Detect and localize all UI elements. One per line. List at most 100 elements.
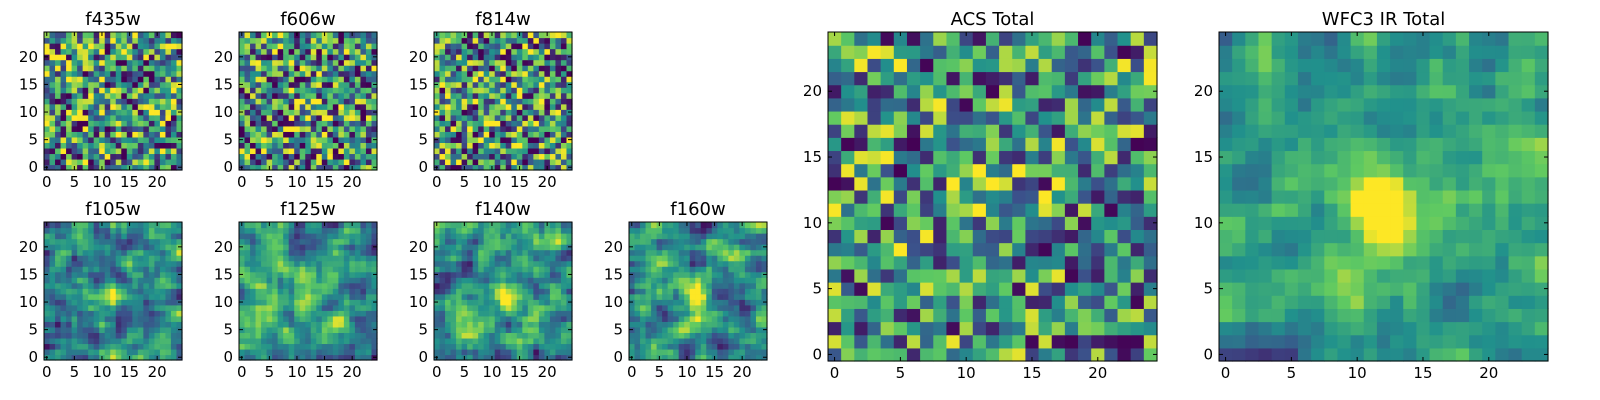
heatmap-cell xyxy=(544,109,551,116)
heatmap-cell xyxy=(159,43,167,50)
heatmap-cell xyxy=(261,343,268,350)
heatmap-cell xyxy=(538,109,545,116)
heatmap-cell xyxy=(239,65,246,72)
heatmap-cell xyxy=(505,222,512,229)
heatmap-cell xyxy=(55,81,62,88)
heatmap-cell xyxy=(700,343,707,350)
heatmap-cell xyxy=(494,244,501,251)
heatmap-cell xyxy=(489,343,496,350)
heatmap-cell xyxy=(338,114,345,121)
heatmap-cell xyxy=(93,120,100,127)
heatmap-cell xyxy=(645,260,652,267)
heatmap-cell xyxy=(283,343,290,350)
heatmap-cell xyxy=(893,334,908,349)
heatmap-cell xyxy=(99,125,106,132)
heatmap-cell xyxy=(60,147,67,155)
heatmap-cell xyxy=(933,268,948,283)
heatmap-cell xyxy=(544,81,551,88)
x-tick-label: 5 xyxy=(460,363,470,381)
heatmap-cell xyxy=(920,295,934,309)
heatmap-cell xyxy=(354,282,362,289)
heatmap-cell xyxy=(288,65,295,72)
heatmap-cell xyxy=(272,142,279,149)
heatmap-cell xyxy=(132,153,139,160)
heatmap-cell xyxy=(349,59,356,66)
heatmap-cell xyxy=(1143,163,1158,178)
heatmap-cell xyxy=(1143,347,1158,362)
heatmap-cell xyxy=(255,114,262,121)
heatmap-cell xyxy=(115,103,122,110)
heatmap-cell xyxy=(1117,176,1132,191)
heatmap-cell xyxy=(555,304,562,311)
heatmap-cell xyxy=(255,37,262,44)
heatmap-cell xyxy=(439,131,446,138)
heatmap-cell xyxy=(972,216,987,230)
x-tick-label: 5 xyxy=(265,173,275,191)
heatmap-cell xyxy=(255,59,262,66)
heatmap-cell xyxy=(88,266,95,273)
heatmap-cell xyxy=(154,299,161,306)
heatmap-cell xyxy=(755,315,763,322)
heatmap-cell xyxy=(343,321,350,328)
heatmap-cell xyxy=(439,332,446,339)
heatmap-cell xyxy=(294,65,301,72)
heatmap-cell xyxy=(555,76,562,83)
x-tick-label: 10 xyxy=(482,173,501,191)
heatmap-cell xyxy=(170,120,178,127)
heatmap-cell xyxy=(483,147,490,155)
heatmap-cell xyxy=(360,238,367,245)
heatmap-cell xyxy=(332,244,339,251)
heatmap-cell xyxy=(154,310,161,317)
heatmap-cell xyxy=(77,348,84,356)
heatmap-cell xyxy=(283,98,290,105)
heatmap-cell xyxy=(99,98,106,105)
heatmap-cell xyxy=(722,227,729,234)
heatmap-cell xyxy=(99,244,106,251)
heatmap-cell xyxy=(549,48,557,55)
heatmap-cell xyxy=(310,164,317,171)
heatmap-cell xyxy=(132,114,139,121)
heatmap-cell xyxy=(728,332,735,339)
heatmap-cell xyxy=(555,299,562,306)
heatmap-cell xyxy=(722,321,729,328)
heatmap-cell xyxy=(60,54,67,61)
heatmap-cell xyxy=(478,293,485,300)
y-tick-label: 15 xyxy=(19,265,38,283)
heatmap-cell xyxy=(678,343,685,350)
heatmap-cell xyxy=(255,109,262,116)
heatmap-cell xyxy=(472,293,479,300)
heatmap-cell xyxy=(77,114,84,121)
heatmap-cell xyxy=(132,310,139,317)
heatmap-cell xyxy=(288,282,295,289)
y-tick-label: 20 xyxy=(19,238,38,256)
heatmap-cell xyxy=(439,136,446,143)
heatmap-cell xyxy=(500,343,507,350)
heatmap-cell xyxy=(55,266,62,273)
heatmap-cell xyxy=(728,227,735,234)
heatmap-image xyxy=(434,222,573,361)
heatmap-cell xyxy=(946,176,961,191)
heatmap-cell xyxy=(472,233,479,240)
heatmap-cell xyxy=(170,70,178,77)
heatmap-cell xyxy=(99,59,106,66)
heatmap-cell xyxy=(483,153,490,160)
heatmap-cell xyxy=(338,260,345,267)
heatmap-cell xyxy=(1130,229,1145,244)
heatmap-cell xyxy=(972,163,987,178)
heatmap-cell xyxy=(305,81,312,88)
heatmap-cell xyxy=(71,158,78,166)
heatmap-cell xyxy=(841,203,855,217)
heatmap-cell xyxy=(159,271,167,278)
heatmap-cell xyxy=(126,255,133,262)
heatmap-cell xyxy=(349,81,356,88)
heatmap-cell xyxy=(522,109,529,116)
heatmap-cell xyxy=(755,343,763,350)
heatmap-cell xyxy=(60,103,67,110)
heatmap-cell xyxy=(645,321,652,328)
heatmap-cell xyxy=(667,315,674,322)
heatmap-cell xyxy=(104,260,111,267)
heatmap-cell xyxy=(250,354,257,361)
heatmap-cell xyxy=(299,288,306,295)
heatmap-cell xyxy=(143,343,150,350)
heatmap-cell xyxy=(689,315,696,322)
